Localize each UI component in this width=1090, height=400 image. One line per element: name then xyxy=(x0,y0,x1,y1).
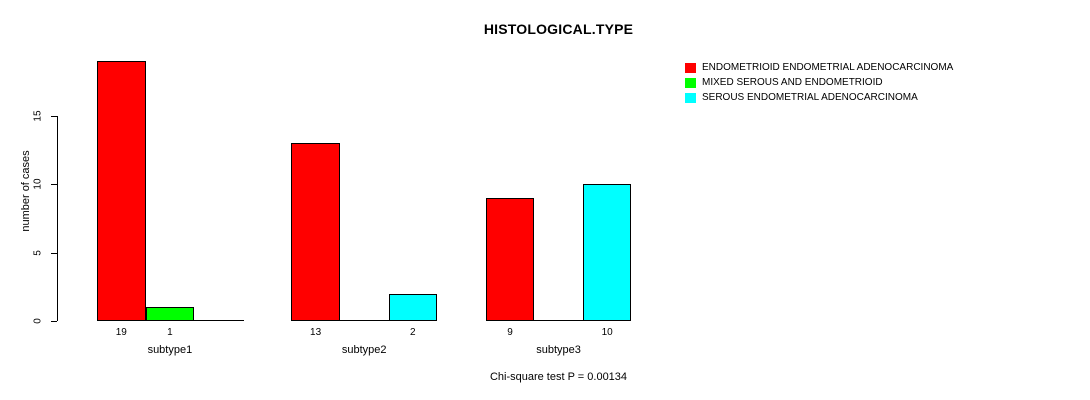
bar-value-label: 10 xyxy=(601,327,613,338)
category-label: subtype3 xyxy=(536,344,581,356)
bar-value-label: 19 xyxy=(115,327,127,338)
legend-item: SEROUS ENDOMETRIAL ADENOCARCINOMA xyxy=(685,90,953,105)
bar xyxy=(388,293,438,321)
y-axis-tick-label: 5 xyxy=(32,249,44,256)
legend-label: ENDOMETRIOID ENDOMETRIAL ADENOCARCINOMA xyxy=(702,62,954,73)
zero-value-bar-line xyxy=(194,320,244,321)
bar xyxy=(291,142,340,321)
y-axis-tick xyxy=(51,252,57,254)
zero-value-bar-line xyxy=(534,320,584,321)
y-axis-tick-label: 15 xyxy=(32,110,44,122)
bar xyxy=(97,60,146,321)
legend: ENDOMETRIOID ENDOMETRIAL ADENOCARCINOMA … xyxy=(685,60,953,105)
bar-value-label: 2 xyxy=(410,327,416,338)
legend-swatch-mixed xyxy=(685,77,696,88)
category-label: subtype2 xyxy=(341,344,387,356)
legend-label: MIXED SEROUS AND ENDOMETRIOID xyxy=(702,77,883,88)
y-axis-tick xyxy=(51,115,57,117)
zero-value-bar-line xyxy=(339,320,390,321)
y-axis-tick xyxy=(51,321,57,322)
bar xyxy=(145,307,195,321)
bar xyxy=(485,197,535,321)
y-axis-tick-label: 0 xyxy=(32,318,44,324)
y-axis-label: number of cases xyxy=(20,150,32,232)
y-axis-line xyxy=(57,115,58,321)
chi-square-note: Chi-square test P = 0.00134 xyxy=(489,371,628,383)
bar-value-label: 13 xyxy=(310,327,322,338)
legend-swatch-endometrioid xyxy=(685,62,696,73)
y-axis-tick xyxy=(51,184,57,186)
legend-item: ENDOMETRIOID ENDOMETRIAL ADENOCARCINOMA xyxy=(685,60,953,75)
legend-label: SEROUS ENDOMETRIAL ADENOCARCINOMA xyxy=(702,92,918,103)
legend-swatch-serous xyxy=(685,92,696,103)
bar-value-label: 9 xyxy=(507,327,513,338)
chart-title: HISTOLOGICAL.TYPE xyxy=(483,21,634,37)
y-axis-tick-label: 10 xyxy=(32,178,44,190)
category-label: subtype1 xyxy=(147,344,193,356)
bar-value-label: 1 xyxy=(167,327,173,338)
legend-item: MIXED SEROUS AND ENDOMETRIOID xyxy=(685,75,953,90)
bar xyxy=(582,184,632,321)
